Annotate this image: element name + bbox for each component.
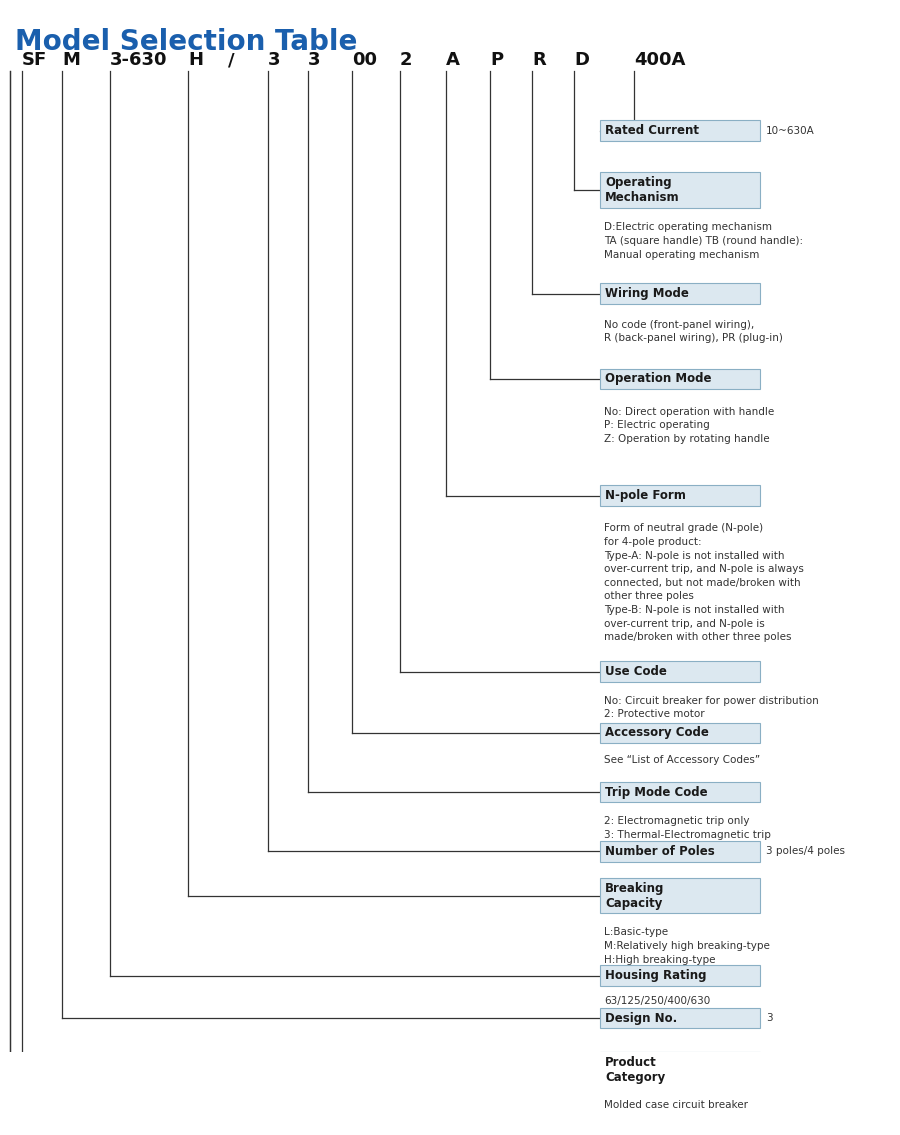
- Text: Housing Rating: Housing Rating: [605, 969, 706, 982]
- Text: Accessory Code: Accessory Code: [605, 726, 709, 739]
- FancyBboxPatch shape: [600, 782, 760, 802]
- Text: R: R: [532, 51, 545, 69]
- Text: P: P: [490, 51, 503, 69]
- FancyBboxPatch shape: [600, 1008, 760, 1028]
- Text: 3: 3: [268, 51, 281, 69]
- Text: Model Selection Table: Model Selection Table: [15, 27, 357, 56]
- Text: Breaking
Capacity: Breaking Capacity: [605, 882, 664, 910]
- Text: No code (front-panel wiring),
R (back-panel wiring), PR (plug-in): No code (front-panel wiring), R (back-pa…: [604, 320, 783, 343]
- FancyBboxPatch shape: [600, 173, 760, 208]
- Text: Rated Current: Rated Current: [605, 124, 699, 137]
- Text: No: Direct operation with handle
P: Electric operating
Z: Operation by rotating : No: Direct operation with handle P: Elec…: [604, 406, 774, 444]
- FancyBboxPatch shape: [600, 723, 760, 743]
- Text: 400A: 400A: [634, 51, 686, 69]
- Text: M: M: [62, 51, 80, 69]
- Text: A: A: [446, 51, 460, 69]
- Text: 10~630A: 10~630A: [766, 126, 814, 135]
- Text: 2: 2: [400, 51, 412, 69]
- Text: Use Code: Use Code: [605, 665, 667, 679]
- Text: H: H: [188, 51, 203, 69]
- Text: 63/125/250/400/630: 63/125/250/400/630: [604, 995, 710, 1006]
- Text: 00: 00: [352, 51, 377, 69]
- Text: N-pole Form: N-pole Form: [605, 489, 686, 502]
- Text: Product
Category: Product Category: [605, 1056, 665, 1084]
- Text: See “List of Accessory Codes”: See “List of Accessory Codes”: [604, 755, 760, 765]
- Text: Operating
Mechanism: Operating Mechanism: [605, 176, 680, 204]
- Text: 3: 3: [308, 51, 320, 69]
- Text: D:Electric operating mechanism
TA (square handle) TB (round handle):
Manual oper: D:Electric operating mechanism TA (squar…: [604, 222, 803, 260]
- FancyBboxPatch shape: [600, 841, 760, 861]
- Text: Form of neutral grade (N-pole)
for 4-pole product:
Type-A: N-pole is not install: Form of neutral grade (N-pole) for 4-pol…: [604, 523, 804, 642]
- Text: L:Basic-type
M:Relatively high breaking-type
H:High breaking-type: L:Basic-type M:Relatively high breaking-…: [604, 927, 770, 965]
- Text: Number of Poles: Number of Poles: [605, 844, 715, 858]
- FancyBboxPatch shape: [600, 1052, 760, 1087]
- FancyBboxPatch shape: [600, 369, 760, 389]
- Text: SF: SF: [22, 51, 47, 69]
- FancyBboxPatch shape: [600, 662, 760, 682]
- Text: 3-630: 3-630: [110, 51, 167, 69]
- Text: No: Circuit breaker for power distribution
2: Protective motor: No: Circuit breaker for power distributi…: [604, 696, 819, 720]
- Text: Operation Mode: Operation Mode: [605, 372, 712, 386]
- Text: 2: Electromagnetic trip only
3: Thermal-Electromagnetic trip: 2: Electromagnetic trip only 3: Thermal-…: [604, 816, 771, 840]
- Text: /: /: [228, 51, 235, 69]
- Text: Molded case circuit breaker: Molded case circuit breaker: [604, 1100, 748, 1110]
- FancyBboxPatch shape: [600, 486, 760, 506]
- FancyBboxPatch shape: [600, 120, 760, 141]
- Text: 3: 3: [766, 1014, 772, 1023]
- Text: Trip Mode Code: Trip Mode Code: [605, 785, 707, 799]
- Text: 3 poles/4 poles: 3 poles/4 poles: [766, 847, 845, 857]
- FancyBboxPatch shape: [600, 966, 760, 985]
- Text: D: D: [574, 51, 589, 69]
- FancyBboxPatch shape: [600, 284, 760, 304]
- FancyBboxPatch shape: [600, 878, 760, 914]
- Text: Design No.: Design No.: [605, 1011, 677, 1025]
- Text: Wiring Mode: Wiring Mode: [605, 287, 688, 300]
